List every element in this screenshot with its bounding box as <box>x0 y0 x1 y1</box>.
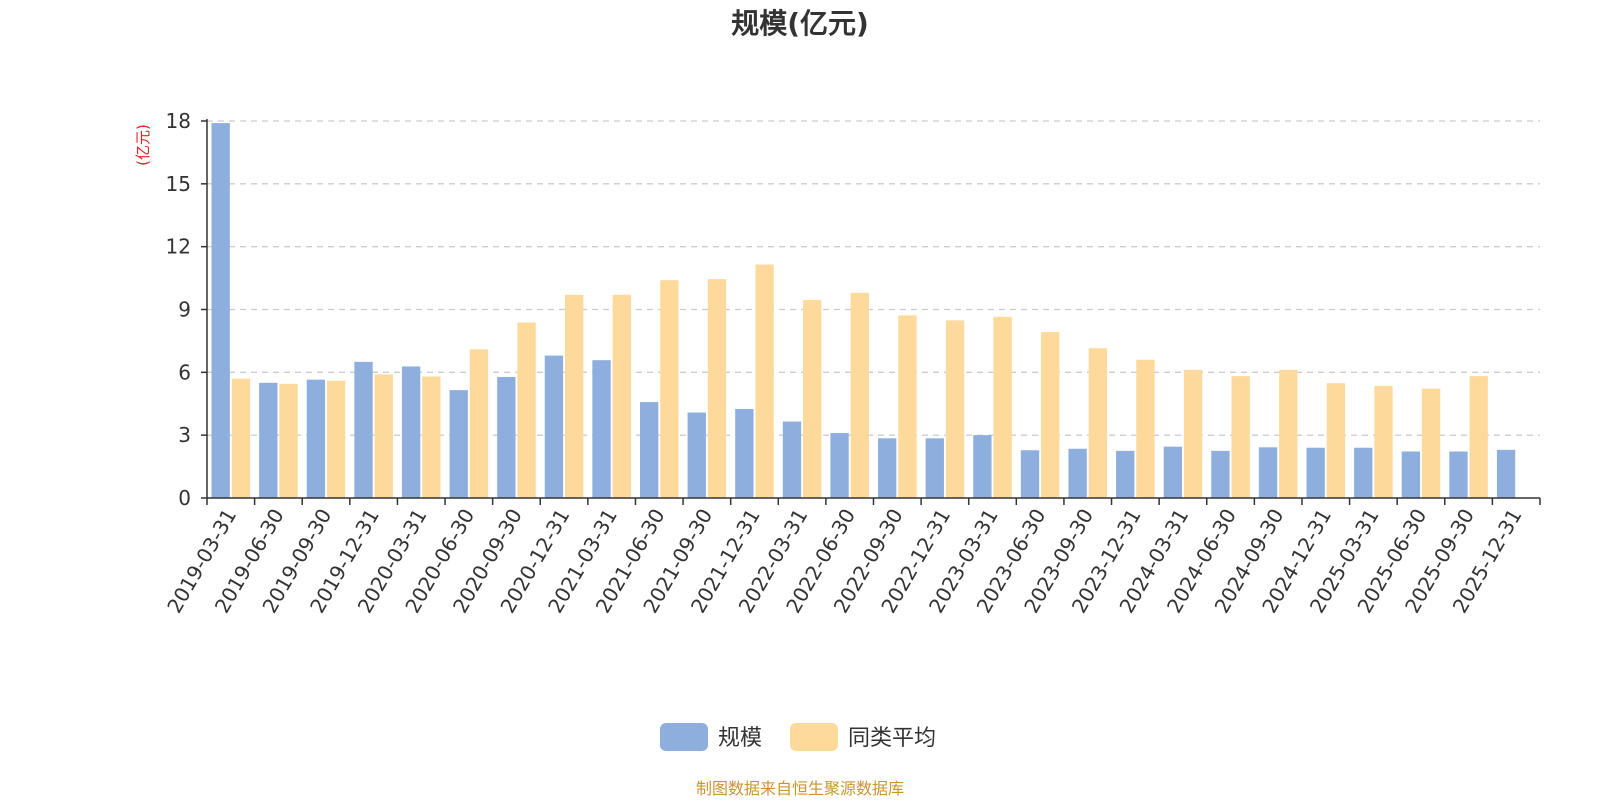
bar-scale <box>449 390 468 498</box>
bar-scale <box>1211 450 1230 498</box>
bar-scale <box>925 438 944 498</box>
legend-swatch <box>660 723 708 751</box>
y-tick-label: 9 <box>178 298 191 322</box>
bar-scale <box>544 355 564 498</box>
source-note: 制图数据来自恒生聚源数据库 <box>696 779 904 798</box>
bar-scale <box>973 435 992 498</box>
y-tick-label: 6 <box>178 360 191 384</box>
bar-scale <box>830 433 849 498</box>
bar-scale <box>782 421 802 498</box>
bar-peer-average <box>945 320 965 498</box>
bar-peer-average <box>755 264 774 498</box>
chart-title: 规模(亿元) <box>731 7 869 40</box>
bar-scale <box>687 412 706 498</box>
bar-peer-average <box>993 316 1012 498</box>
bar-peer-average <box>1469 376 1488 498</box>
bar-peer-average <box>1041 332 1060 498</box>
y-tick-label: 12 <box>166 235 191 259</box>
bar-peer-average <box>1183 369 1203 498</box>
bar-scale <box>401 366 421 498</box>
bar-peer-average <box>279 383 298 498</box>
y-tick-label: 0 <box>178 486 191 510</box>
bar-peer-average <box>1088 348 1108 498</box>
bar-peer-average <box>469 349 489 498</box>
bar-peer-average <box>1421 388 1441 498</box>
bar-peer-average <box>326 380 346 498</box>
y-axis-unit-label: (亿元) <box>134 124 152 166</box>
bar-scale <box>735 408 754 498</box>
bar-peer-average <box>422 376 441 498</box>
bars <box>211 123 1516 498</box>
y-tick-label: 15 <box>166 172 191 196</box>
bar-peer-average <box>231 378 251 498</box>
bar-scale <box>306 379 326 498</box>
bar-peer-average <box>1136 359 1155 498</box>
bar-peer-average <box>612 294 631 498</box>
bar-peer-average <box>1374 385 1393 498</box>
legend: 规模 同类平均 <box>660 723 936 751</box>
bar-scale <box>1258 447 1278 498</box>
legend-swatch <box>790 723 838 751</box>
bar-scale <box>1116 450 1135 498</box>
bar-peer-average <box>1326 383 1346 498</box>
axes <box>201 119 1541 505</box>
bar-scale <box>211 123 230 498</box>
y-tick-labels: 0 3 6 9 12 15 18 <box>166 109 191 510</box>
y-tick-label: 18 <box>166 109 191 133</box>
bar-peer-average <box>374 374 393 498</box>
bar-scale <box>1496 449 1516 498</box>
bar-peer-average <box>660 280 679 498</box>
bar-scale <box>592 360 611 498</box>
bar-scale <box>1401 451 1421 498</box>
bar-peer-average <box>1231 376 1250 498</box>
bar-peer-average <box>517 322 536 498</box>
bar-peer-average <box>565 294 584 498</box>
bar-peer-average <box>803 300 822 498</box>
x-tick-labels: 2019-03-312019-06-302019-09-302019-12-31… <box>162 505 1526 618</box>
bar-scale <box>354 361 373 498</box>
y-tick-label: 3 <box>178 423 191 447</box>
bar-scale <box>878 438 897 498</box>
bar-scale <box>1020 450 1040 498</box>
bar-scale <box>1068 448 1087 498</box>
bar-scale <box>1449 451 1468 498</box>
bar-peer-average <box>1279 369 1298 498</box>
legend-label: 同类平均 <box>848 726 936 751</box>
bar-peer-average <box>707 279 727 498</box>
bar-scale <box>497 376 516 498</box>
bar-scale <box>1163 446 1182 498</box>
bar-peer-average <box>898 315 917 498</box>
bar-scale <box>1306 447 1325 498</box>
bar-scale <box>639 402 659 498</box>
legend-label: 规模 <box>718 726 762 751</box>
bar-peer-average <box>850 292 869 498</box>
bar-scale <box>259 382 278 498</box>
bar-scale <box>1354 447 1373 498</box>
